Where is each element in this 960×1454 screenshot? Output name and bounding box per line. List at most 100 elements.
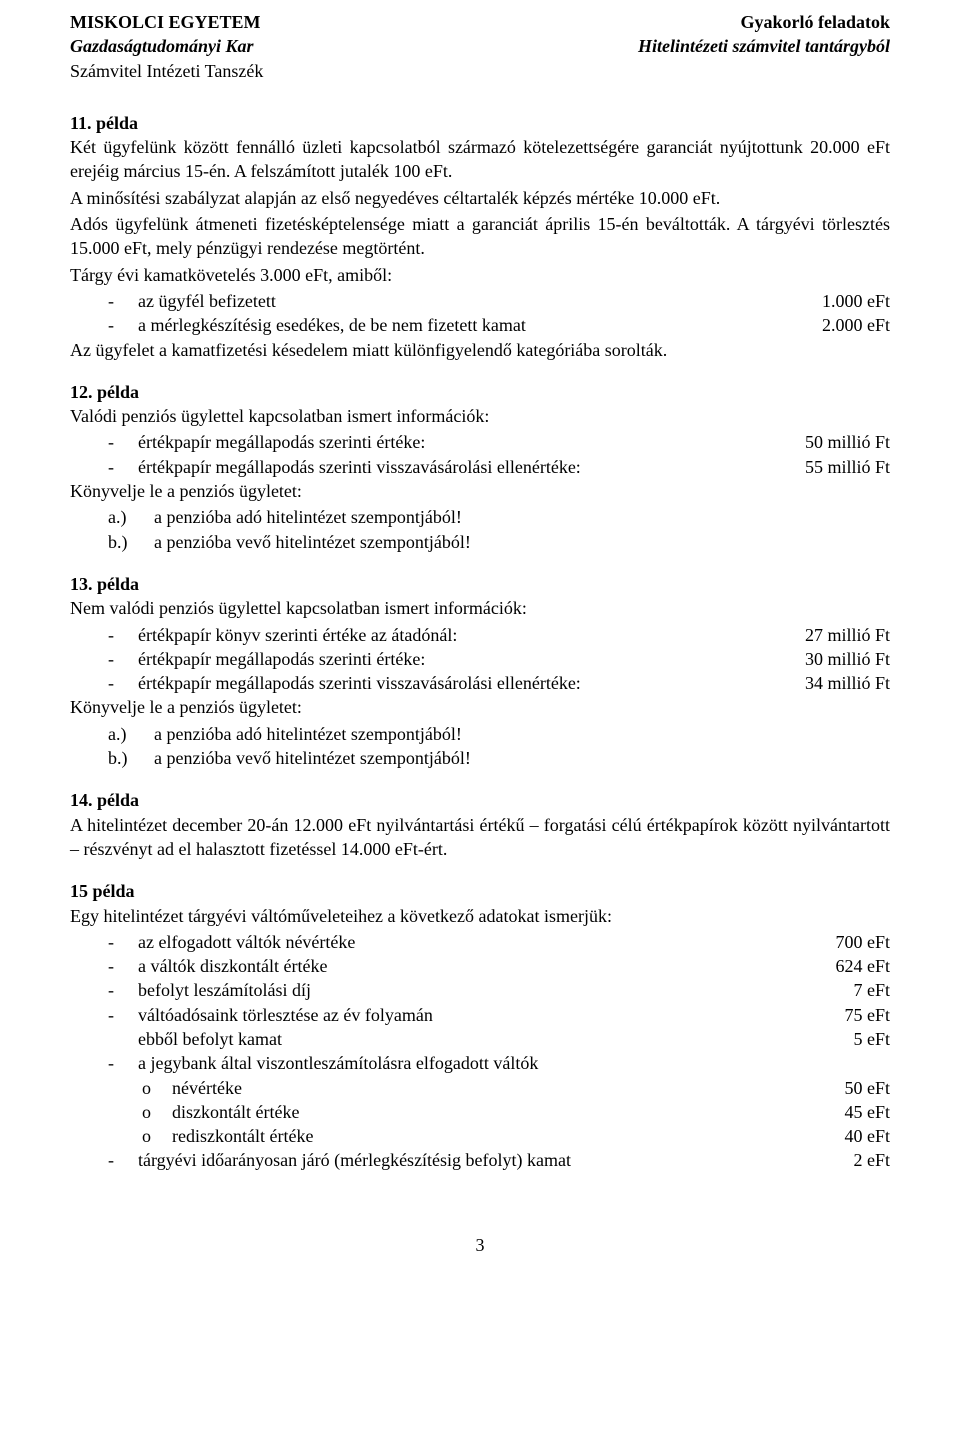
item-label: névértéke xyxy=(172,1076,832,1100)
header-left-3: Számvitel Intézeti Tanszék xyxy=(70,59,263,83)
dash-icon: - xyxy=(108,430,126,454)
item-label: a penzióba vevő hitelintézet szempontjáb… xyxy=(154,530,890,554)
item-value: 27 millió Ft xyxy=(805,623,890,647)
item-label: az ügyfél befizetett xyxy=(138,289,810,313)
item-label: váltóadósaink törlesztése az év folyamán xyxy=(138,1003,832,1027)
dash-icon: - xyxy=(108,954,126,978)
example-11-title: 11. példa xyxy=(70,111,890,135)
item-value: 2.000 eFt xyxy=(822,313,890,337)
header-row-1: MISKOLCI EGYETEM Gyakorló feladatok xyxy=(70,10,890,34)
example-15-title: 15 példa xyxy=(70,879,890,903)
example-14-title: 14. példa xyxy=(70,788,890,812)
example-13-list: - értékpapír könyv szerinti értéke az át… xyxy=(108,623,890,696)
example-15: 15 példa Egy hitelintézet tárgyévi váltó… xyxy=(70,879,890,1173)
example-11-list: - az ügyfél befizetett 1.000 eFt - a mér… xyxy=(108,289,890,338)
example-12-task: Könyvelje le a penziós ügyletet: xyxy=(70,479,890,503)
list-item: - befolyt leszámítolási díj 7 eFt xyxy=(108,978,890,1002)
item-label: ebből befolyt kamat xyxy=(138,1027,841,1051)
example-11-p4: Tárgy évi kamatkövetelés 3.000 eFt, amib… xyxy=(70,263,890,287)
item-value: 7 eFt xyxy=(853,978,890,1002)
circle-icon: o xyxy=(142,1100,160,1124)
item-label: értékpapír könyv szerinti értéke az átad… xyxy=(138,623,793,647)
list-item: - értékpapír megállapodás szerinti vissz… xyxy=(108,455,890,479)
example-12: 12. példa Valódi penziós ügylettel kapcs… xyxy=(70,380,890,554)
list-item: - tárgyévi időarányosan járó (mérlegkész… xyxy=(108,1148,890,1172)
alpha-label: b.) xyxy=(108,746,142,770)
list-item: - az elfogadott váltók névértéke 700 eFt xyxy=(108,930,890,954)
alpha-label: b.) xyxy=(108,530,142,554)
list-item: - a jegybank által viszontleszámítolásra… xyxy=(108,1051,890,1075)
item-value: 45 eFt xyxy=(844,1100,890,1124)
item-label: a jegybank által viszontleszámítolásra e… xyxy=(138,1051,890,1075)
item-value: 50 eFt xyxy=(844,1076,890,1100)
example-12-sublist: a.) a penzióba adó hitelintézet szempont… xyxy=(108,505,890,554)
example-13-sublist: a.) a penzióba adó hitelintézet szempont… xyxy=(108,722,890,771)
example-15-intro: Egy hitelintézet tárgyévi váltóműveletei… xyxy=(70,904,890,928)
dash-icon: - xyxy=(108,1148,126,1172)
list-item: b.) a penzióba vevő hitelintézet szempon… xyxy=(108,746,890,770)
dash-icon: - xyxy=(108,671,126,695)
item-value: 50 millió Ft xyxy=(805,430,890,454)
example-14: 14. példa A hitelintézet december 20-án … xyxy=(70,788,890,861)
item-value: 40 eFt xyxy=(844,1124,890,1148)
list-item: - értékpapír megállapodás szerinti vissz… xyxy=(108,671,890,695)
item-value: 30 millió Ft xyxy=(805,647,890,671)
list-item: - a váltók diszkontált értéke 624 eFt xyxy=(108,954,890,978)
list-item: - a mérlegkészítésig esedékes, de be nem… xyxy=(108,313,890,337)
item-value: 1.000 eFt xyxy=(822,289,890,313)
list-item: ebből befolyt kamat 5 eFt xyxy=(108,1027,890,1051)
item-label: értékpapír megállapodás szerinti visszav… xyxy=(138,671,793,695)
item-label: értékpapír megállapodás szerinti értéke: xyxy=(138,430,793,454)
list-item: b.) a penzióba vevő hitelintézet szempon… xyxy=(108,530,890,554)
item-value: 55 millió Ft xyxy=(805,455,890,479)
dash-icon: - xyxy=(108,313,126,337)
circle-icon: o xyxy=(142,1076,160,1100)
item-label: a váltók diszkontált értéke xyxy=(138,954,823,978)
example-11: 11. példa Két ügyfelünk között fennálló … xyxy=(70,111,890,362)
page-number: 3 xyxy=(70,1233,890,1257)
item-label: a penzióba adó hitelintézet szempontjábó… xyxy=(154,505,890,529)
dash-icon: - xyxy=(108,978,126,1002)
header-right-1: Gyakorló feladatok xyxy=(740,10,890,34)
item-value: 34 millió Ft xyxy=(805,671,890,695)
example-11-p3: Adós ügyfelünk átmeneti fizetésképtelens… xyxy=(70,212,890,261)
item-value: 624 eFt xyxy=(835,954,890,978)
list-item: a.) a penzióba adó hitelintézet szempont… xyxy=(108,722,890,746)
example-13-intro: Nem valódi penziós ügylettel kapcsolatba… xyxy=(70,596,890,620)
list-item: o rediszkontált értéke 40 eFt xyxy=(142,1124,890,1148)
list-item: a.) a penzióba adó hitelintézet szempont… xyxy=(108,505,890,529)
item-label: a penzióba adó hitelintézet szempontjábó… xyxy=(154,722,890,746)
item-label: értékpapír megállapodás szerinti értéke: xyxy=(138,647,793,671)
item-label: a mérlegkészítésig esedékes, de be nem f… xyxy=(138,313,810,337)
example-11-p2: A minősítési szabályzat alapján az első … xyxy=(70,186,890,210)
example-11-p1: Két ügyfelünk között fennálló üzleti kap… xyxy=(70,135,890,184)
item-label: diszkontált értéke xyxy=(172,1100,832,1124)
dash-icon: - xyxy=(108,1003,126,1027)
dash-icon: - xyxy=(108,647,126,671)
list-item: - az ügyfél befizetett 1.000 eFt xyxy=(108,289,890,313)
example-11-p5: Az ügyfelet a kamatfizetési késedelem mi… xyxy=(70,338,890,362)
page-header: MISKOLCI EGYETEM Gyakorló feladatok Gazd… xyxy=(70,10,890,83)
alpha-label: a.) xyxy=(108,505,142,529)
dash-icon: - xyxy=(108,930,126,954)
example-15-list: - az elfogadott váltók névértéke 700 eFt… xyxy=(108,930,890,1076)
example-12-title: 12. példa xyxy=(70,380,890,404)
header-right-2: Hitelintézeti számvitel tantárgyból xyxy=(638,34,890,58)
example-12-list: - értékpapír megállapodás szerinti érték… xyxy=(108,430,890,479)
item-value: 5 eFt xyxy=(853,1027,890,1051)
item-value: 2 eFt xyxy=(853,1148,890,1172)
header-row-3: Számvitel Intézeti Tanszék xyxy=(70,59,890,83)
item-value: 75 eFt xyxy=(844,1003,890,1027)
list-item: - értékpapír megállapodás szerinti érték… xyxy=(108,430,890,454)
blank-icon xyxy=(108,1027,126,1051)
dash-icon: - xyxy=(108,455,126,479)
example-13-title: 13. példa xyxy=(70,572,890,596)
item-label: értékpapír megállapodás szerinti visszav… xyxy=(138,455,793,479)
dash-icon: - xyxy=(108,623,126,647)
example-12-intro: Valódi penziós ügylettel kapcsolatban is… xyxy=(70,404,890,428)
header-left-2: Gazdaságtudományi Kar xyxy=(70,34,254,58)
dash-icon: - xyxy=(108,289,126,313)
circle-icon: o xyxy=(142,1124,160,1148)
list-item: o diszkontált értéke 45 eFt xyxy=(142,1100,890,1124)
example-13: 13. példa Nem valódi penziós ügylettel k… xyxy=(70,572,890,770)
